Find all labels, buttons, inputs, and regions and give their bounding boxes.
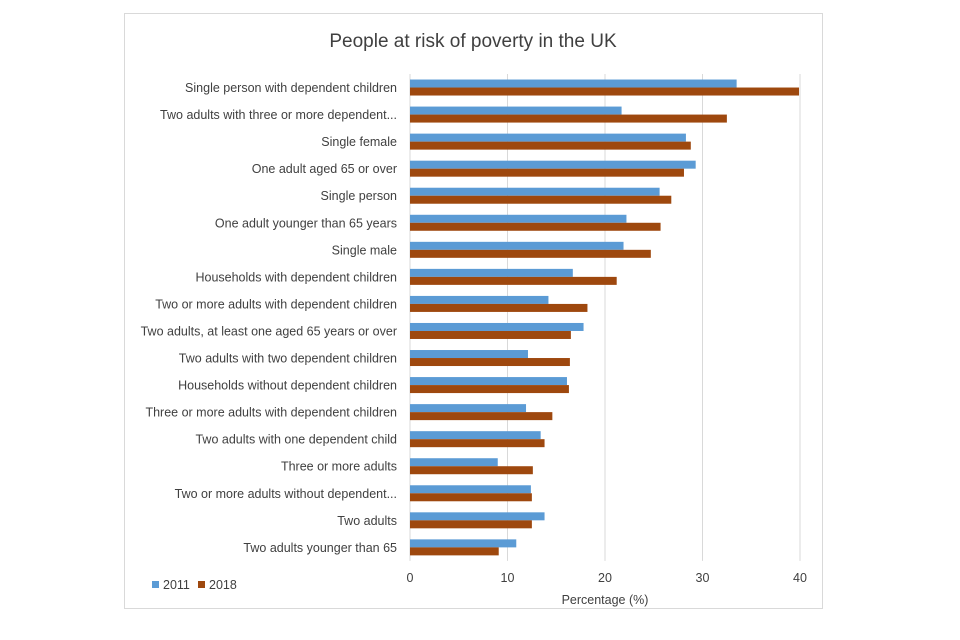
bar-2011 [410,404,527,413]
bar-2011 [410,187,660,196]
category-label: Two adults with three or more dependent.… [160,108,397,122]
category-label: One adult younger than 65 years [215,216,397,230]
bar-2011 [410,160,696,169]
bar-2018 [410,87,800,96]
bar-2018 [410,303,588,312]
bar-2018 [410,249,651,258]
category-label: Two or more adults without dependent... [175,487,397,501]
bar-2011 [410,295,549,304]
category-label: Two adults with one dependent child [195,433,397,447]
x-tick-label: 20 [598,571,612,585]
category-label: Two adults [337,514,397,528]
category-label: Three or more adults [281,460,397,474]
bar-2018 [410,195,672,204]
bar-2011 [410,79,737,88]
legend-label: 2011 [163,578,190,592]
bar-2011 [410,106,622,115]
bar-2018 [410,276,617,285]
bar-2011 [410,539,517,548]
category-label: Two or more adults with dependent childr… [155,297,397,311]
category-label: Households with dependent children [195,270,397,284]
bar-2011 [410,133,686,142]
legend-swatch-2011 [152,581,159,588]
bar-2011 [410,350,528,359]
bar-2018 [410,330,571,339]
category-label: Two adults with two dependent children [179,352,397,366]
bar-2011 [410,458,498,467]
x-tick-label: 0 [407,571,414,585]
category-label: Three or more adults with dependent chil… [145,406,397,420]
gridlines [409,74,801,561]
legend-swatch-2018 [198,581,205,588]
legend: 2011 2018 [152,578,237,592]
x-tick-label: 40 [793,571,807,585]
chart-title: People at risk of poverty in the UK [329,31,617,52]
bar-2018 [410,168,684,177]
bar-2018 [410,222,661,231]
category-label: Single female [321,135,397,149]
bar-2018 [410,439,545,448]
bar-2011 [410,485,531,494]
bar-2018 [410,114,727,123]
bar-2018 [410,466,533,475]
x-tick-label: 10 [501,571,515,585]
category-label: One adult aged 65 or over [252,162,397,176]
bars [410,79,800,556]
bar-2011 [410,241,624,250]
bar-2018 [410,358,570,367]
category-label: Single person [321,189,397,203]
bar-2011 [410,512,545,521]
category-label: Single male [332,243,397,257]
x-tick-labels: 0 10 20 30 40 [407,571,807,585]
category-labels: Single person with dependent children Two… [141,81,397,555]
category-label: Two adults younger than 65 [243,541,397,555]
bar-2011 [410,268,573,277]
bar-2018 [410,493,532,502]
x-axis-label: Percentage (%) [562,593,649,607]
bar-2011 [410,322,584,331]
bar-2018 [410,385,569,394]
category-label: Two adults, at least one aged 65 years o… [141,324,397,338]
legend-label: 2018 [209,578,237,592]
category-label: Single person with dependent children [185,81,397,95]
bar-2011 [410,377,567,386]
bar-2018 [410,547,499,556]
bar-2018 [410,141,691,150]
bar-2018 [410,412,553,421]
x-tick-label: 30 [696,571,710,585]
bar-2011 [410,431,541,440]
bar-2011 [410,214,627,223]
category-label: Households without dependent children [178,379,397,393]
bar-2018 [410,520,532,529]
